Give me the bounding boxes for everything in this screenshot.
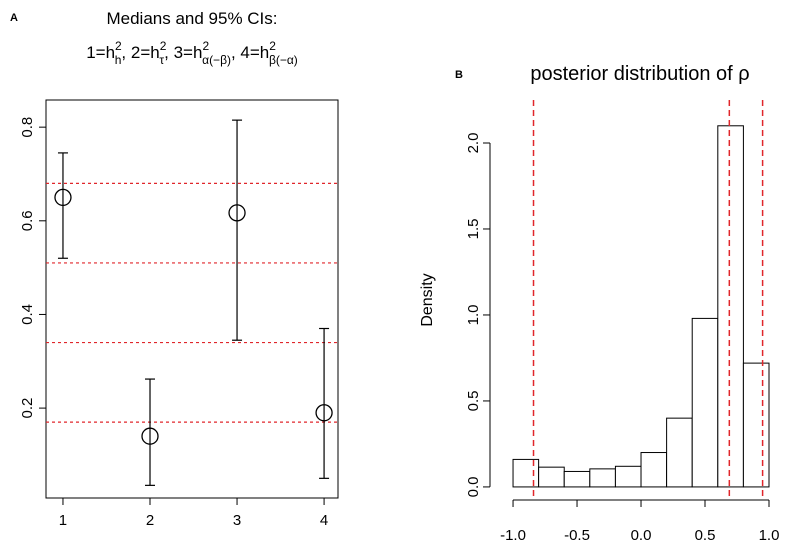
x-tick-label: 1.0 — [759, 527, 780, 544]
x-tick-label: 4 — [320, 512, 328, 529]
y-axis-label: Density — [419, 273, 436, 326]
superscript: 2 — [269, 39, 276, 53]
bar — [589, 468, 616, 488]
y-tick-label: 0.2 — [19, 398, 36, 419]
chart-subtitle: 1=h2 h, 2=h2 τ, 3=h2 α(−β), 4=h2 β(−α) — [86, 39, 298, 67]
chart-title: Medians and 95% CIs: — [106, 9, 277, 28]
superscript: 2 — [202, 39, 209, 53]
x-tick-label: 2 — [146, 512, 154, 529]
panel-label: A — [10, 12, 18, 24]
x-tick-label: 1 — [59, 512, 67, 529]
y-tick-label: 0.4 — [19, 304, 36, 325]
x-tick-label: -0.5 — [564, 527, 590, 544]
bar — [538, 466, 565, 488]
y-tick-label: 0.0 — [465, 477, 482, 498]
subscript: α(−β) — [202, 53, 231, 67]
bar — [691, 317, 719, 488]
bar — [666, 417, 693, 488]
y-tick-label: 0.6 — [19, 210, 36, 231]
subscript: h — [115, 53, 122, 67]
separator: , — [121, 43, 130, 62]
x-tick-label: -1.0 — [500, 527, 526, 544]
y-tick-label: 1.0 — [465, 305, 482, 326]
chart-title: posterior distribution of ρ — [530, 63, 749, 85]
subtitle-text: 2=h — [131, 43, 160, 62]
point — [228, 204, 246, 222]
bar — [512, 458, 540, 488]
x-tick-label: 0.0 — [631, 527, 652, 544]
subtitle-text: 4=h — [240, 43, 269, 62]
superscript: 2 — [115, 39, 122, 53]
plot-frame — [45, 99, 339, 499]
bar — [742, 362, 770, 488]
subscript: β(−α) — [269, 53, 298, 67]
separator: , — [164, 43, 173, 62]
y-tick-label: 2.0 — [465, 133, 482, 154]
superscript: 2 — [160, 39, 167, 53]
x-tick-label: 0.5 — [695, 527, 716, 544]
bar — [563, 470, 591, 488]
subtitle-text: 1=h — [86, 43, 115, 62]
y-tick-label: 1.5 — [465, 219, 482, 240]
x-tick-label: 3 — [233, 512, 241, 529]
point — [141, 427, 159, 445]
point — [315, 404, 333, 422]
y-tick-label: 0.8 — [19, 117, 36, 138]
bar — [614, 465, 642, 488]
subscript: τ — [159, 53, 164, 67]
point — [54, 188, 72, 207]
y-tick-label: 0.5 — [465, 391, 482, 412]
bar — [640, 452, 668, 488]
subtitle-text: 3=h — [174, 43, 203, 62]
bar — [717, 125, 744, 488]
panel-label: B — [455, 69, 463, 81]
separator: , — [231, 43, 240, 62]
